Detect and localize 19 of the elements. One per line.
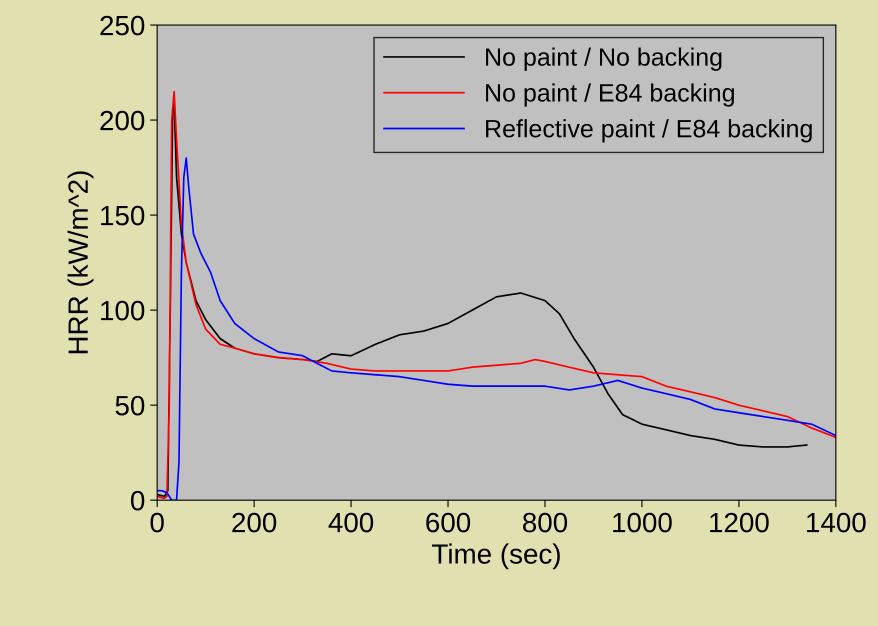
x-tick-label: 1200 [710, 512, 769, 532]
x-tick-label: 600 [426, 512, 470, 532]
y-tick-label: 100 [101, 300, 144, 320]
y-tick-label: 150 [101, 206, 144, 226]
y-axis-title: HRR (kW/m^2) [68, 171, 94, 354]
legend-label: No paint / No backing [486, 48, 722, 71]
x-tick-label: 400 [328, 512, 374, 532]
x-tick-label: 200 [232, 512, 276, 532]
y-tick-label: 50 [116, 396, 144, 416]
x-tick-label: 0 [150, 512, 164, 532]
legend-label: No paint / E84 backing [486, 83, 734, 107]
x-axis-title: Time (sec) [432, 543, 560, 570]
x-tick-label: 800 [523, 512, 568, 532]
y-tick-label: 250 [100, 16, 144, 36]
y-tick-label: 200 [100, 110, 144, 130]
legend-label: Reflective paint / E84 backing [486, 119, 812, 142]
y-tick-label: 0 [130, 490, 144, 511]
x-tick-label: 1400 [807, 512, 866, 532]
x-tick-label: 1000 [613, 512, 672, 532]
